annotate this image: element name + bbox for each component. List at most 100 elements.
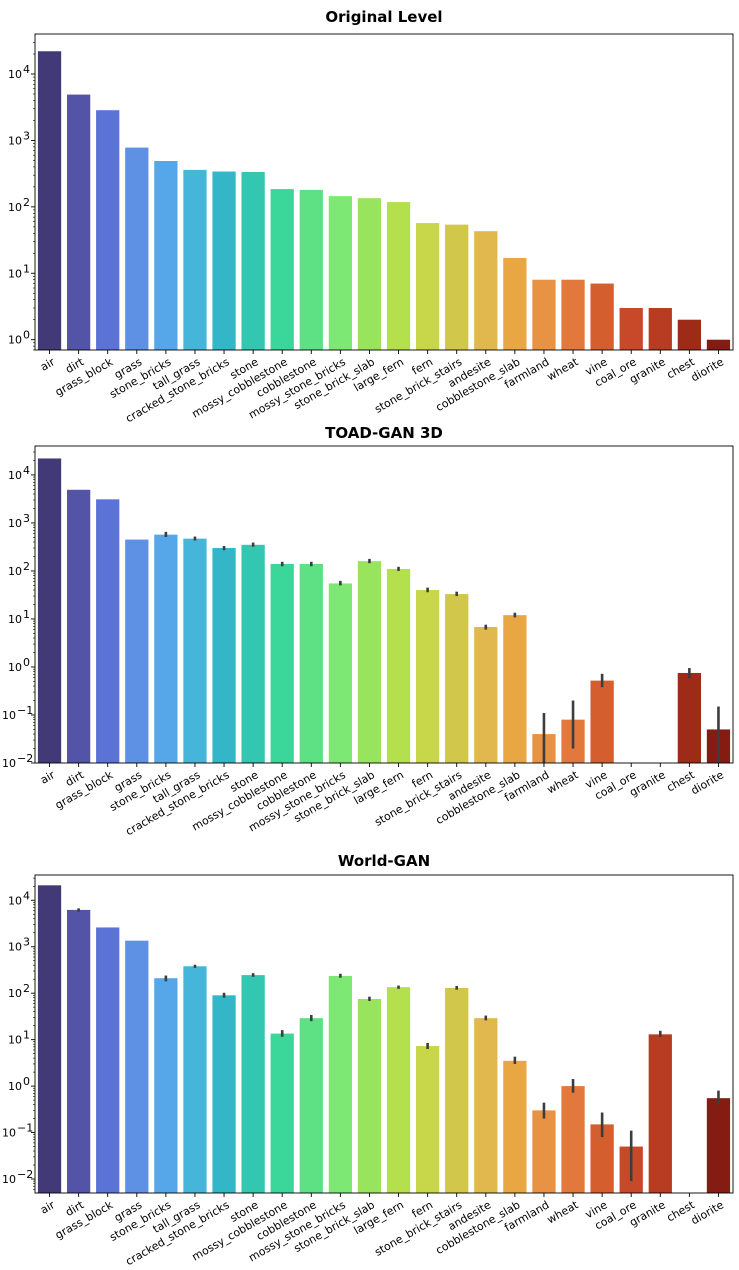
x-tick-label-wheat: wheat	[545, 355, 581, 383]
y-tick-exponent: 3	[23, 512, 30, 525]
x-tick-label-diorite: diorite	[689, 768, 726, 797]
bar-farmland	[532, 279, 556, 350]
bar-grass	[125, 539, 149, 763]
x-tick-label-diorite: diorite	[689, 355, 726, 384]
x-tick-label-diorite: diorite	[689, 1198, 726, 1227]
x-tick-label-wheat: wheat	[545, 768, 581, 796]
x-tick-label-grass_block: grass_block	[53, 1198, 116, 1242]
bar-large_fern	[386, 568, 411, 763]
y-tick-exponent: 2	[23, 982, 30, 995]
y-tick-label: 10	[8, 894, 22, 907]
bar-fern	[415, 590, 440, 763]
bar-stone_brick_slab	[357, 198, 382, 350]
bar-wheat	[561, 1086, 585, 1193]
bar-grass	[125, 147, 149, 350]
bar-stone_bricks	[154, 978, 178, 1193]
bar-cobblestone	[299, 189, 323, 350]
bar-andesite	[474, 1018, 498, 1193]
y-tick-label: 10	[8, 661, 22, 674]
bar-fern	[415, 223, 440, 350]
y-tick-label: 10	[8, 1080, 22, 1093]
y-tick-label: 10	[8, 469, 22, 482]
bar-vine	[590, 680, 614, 763]
bar-diorite	[706, 339, 731, 350]
bar-andesite	[474, 626, 498, 763]
x-tick-label-air: air	[38, 1198, 57, 1217]
bar-cobblestone_slab	[503, 615, 527, 763]
bar-stone_brick_stairs	[445, 987, 469, 1193]
y-tick-exponent: −2	[17, 752, 33, 765]
bar-farmland	[532, 1110, 556, 1193]
chart-title: Original Level	[325, 8, 442, 26]
bar-stone_brick_stairs	[445, 594, 469, 763]
y-tick-label: 10	[2, 1173, 16, 1186]
bar-fern	[415, 1045, 440, 1193]
bar-cobblestone	[299, 1018, 323, 1193]
bar-grass_block	[96, 110, 120, 350]
y-tick-label: 10	[2, 757, 16, 770]
bar-cracked_stone_bricks	[212, 548, 236, 763]
bar-vine	[590, 283, 614, 350]
y-tick-label: 10	[8, 941, 22, 954]
chart-title: World-GAN	[338, 852, 430, 870]
bar-mossy_stone_bricks	[328, 196, 353, 350]
bar-chest	[677, 672, 702, 763]
bar-grass	[125, 940, 149, 1193]
y-tick-exponent: 1	[23, 262, 30, 275]
y-tick-label: 10	[2, 1127, 16, 1140]
bar-stone_bricks	[154, 534, 178, 763]
bar-tall_grass	[183, 538, 207, 763]
y-tick-exponent: 4	[23, 889, 30, 902]
bar-grass_block	[96, 499, 120, 763]
y-tick-exponent: 4	[23, 63, 30, 76]
x-tick-label-wheat: wheat	[545, 1198, 581, 1226]
y-tick-label: 10	[8, 267, 22, 280]
bar-andesite	[474, 231, 498, 350]
chart-title: TOAD-GAN 3D	[325, 424, 443, 442]
bar-vine	[590, 1124, 614, 1193]
bar-tall_grass	[183, 966, 207, 1193]
x-tick-label-grass_block: grass_block	[53, 768, 116, 812]
y-tick-label: 10	[2, 709, 16, 722]
y-tick-exponent: 1	[23, 608, 30, 621]
bar-cobblestone_slab	[503, 257, 527, 350]
bar-mossy_cobblestone	[270, 189, 294, 350]
y-tick-exponent: 1	[23, 1029, 30, 1042]
y-tick-label: 10	[8, 68, 22, 81]
y-tick-exponent: 3	[23, 129, 30, 142]
bar-chest	[677, 319, 702, 350]
bar-cracked_stone_bricks	[212, 171, 236, 350]
bar-cobblestone_slab	[503, 1060, 527, 1193]
bar-air	[37, 885, 62, 1193]
bar-cracked_stone_bricks	[212, 995, 236, 1193]
y-tick-exponent: −1	[17, 1122, 33, 1135]
y-tick-exponent: 4	[23, 464, 30, 477]
bar-stone	[241, 171, 265, 350]
bar-wheat	[561, 279, 585, 350]
bar-large_fern	[386, 987, 411, 1193]
y-tick-exponent: 0	[23, 1075, 30, 1088]
bar-stone_brick_slab	[357, 998, 382, 1193]
bar-air	[37, 458, 62, 763]
bar-stone	[241, 975, 265, 1193]
y-tick-exponent: 0	[23, 656, 30, 669]
bar-large_fern	[386, 202, 411, 350]
bar-tall_grass	[183, 169, 207, 350]
y-tick-label: 10	[8, 1034, 22, 1047]
bar-stone_brick_slab	[357, 561, 382, 763]
y-tick-exponent: −2	[17, 1168, 33, 1181]
y-tick-label: 10	[8, 201, 22, 214]
y-tick-label: 10	[8, 517, 22, 530]
y-tick-exponent: 3	[23, 936, 30, 949]
y-tick-label: 10	[8, 334, 22, 347]
bar-air	[37, 51, 62, 350]
bar-mossy_stone_bricks	[328, 583, 353, 763]
y-tick-label: 10	[8, 565, 22, 578]
bar-granite	[648, 308, 672, 350]
y-tick-exponent: 2	[23, 560, 30, 573]
bar-granite	[648, 1034, 672, 1193]
bar-mossy_cobblestone	[270, 563, 294, 763]
